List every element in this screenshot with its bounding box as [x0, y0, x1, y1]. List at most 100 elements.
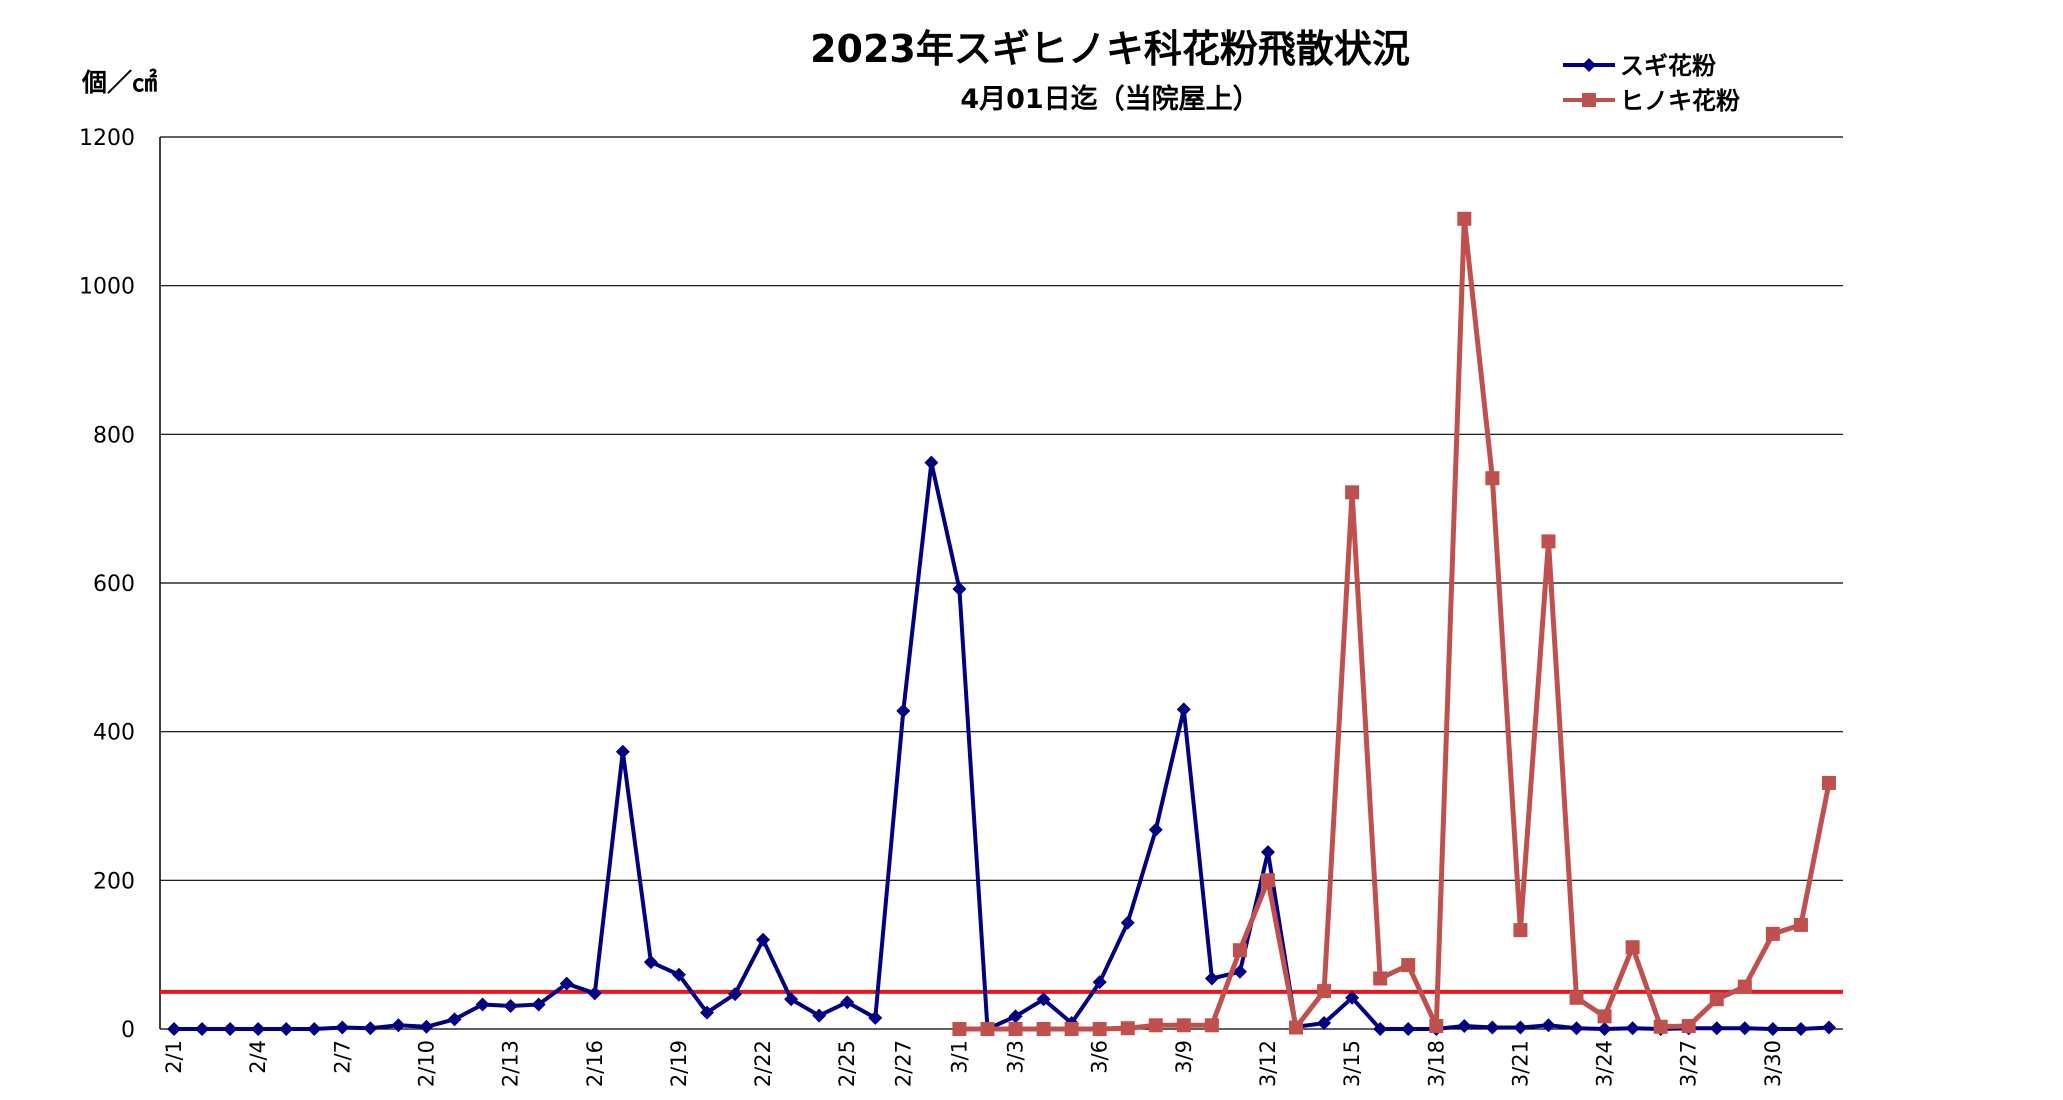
y-tick-label: 1200 [79, 126, 135, 151]
data-point [1148, 1018, 1163, 1033]
x-tick-label: 2/7 [330, 1040, 354, 1074]
data-point [1036, 992, 1051, 1007]
legend-label: スギ花粉 [1620, 52, 1716, 80]
data-point [1793, 1022, 1808, 1036]
data-point [1176, 1018, 1191, 1033]
data-point [1120, 915, 1135, 930]
data-point [896, 703, 911, 718]
data-point [1625, 1021, 1640, 1036]
axis-layer: 0 200 400 600 800 1000 1200 2/1 2/4 2/7 2/10 2/13 2/… [79, 126, 1785, 1087]
data-point [671, 967, 686, 982]
data-point [643, 955, 658, 970]
x-tick-label: 3/24 [1593, 1040, 1617, 1087]
data-point [1120, 1021, 1135, 1036]
data-point [1204, 971, 1219, 986]
data-point [1765, 1022, 1780, 1036]
data-point [1232, 943, 1247, 958]
data-point [1793, 917, 1808, 932]
data-point [1345, 485, 1360, 500]
data-point [980, 1022, 995, 1036]
data-point [195, 1022, 210, 1036]
data-point [1064, 1022, 1079, 1036]
data-point [1653, 1019, 1668, 1034]
data-point [447, 1012, 462, 1027]
x-tick-label: 2/25 [835, 1040, 859, 1087]
x-tick-label: 3/1 [947, 1040, 971, 1074]
data-point [391, 1018, 406, 1033]
y-tick-label: 0 [121, 1018, 135, 1043]
x-tick-label: 2/1 [162, 1040, 186, 1074]
data-point [503, 998, 518, 1013]
data-point [1457, 1019, 1472, 1034]
data-point [1569, 990, 1584, 1005]
data-point [1737, 1021, 1752, 1036]
data-point [279, 1022, 294, 1036]
data-point [531, 997, 546, 1012]
data-point [1260, 845, 1275, 860]
data-point [1821, 775, 1836, 790]
data-point [1485, 1020, 1500, 1035]
data-point [587, 986, 602, 1001]
data-point [1513, 1020, 1528, 1035]
x-tick-label: 3/3 [1004, 1040, 1028, 1074]
data-point [1429, 1019, 1444, 1034]
data-point [1401, 1022, 1416, 1036]
data-point [1232, 964, 1247, 979]
data-point [1485, 471, 1500, 486]
chart-title: 2023年スギヒノキ科花粉飛散状況 [810, 27, 1410, 71]
data-point [1373, 1022, 1388, 1036]
data-point [559, 976, 574, 991]
legend-label: ヒノキ花粉 [1620, 87, 1740, 115]
y-tick-label: 600 [93, 572, 135, 597]
x-tick-label: 2/22 [751, 1040, 775, 1087]
data-point [1260, 873, 1275, 888]
legend-item: ヒノキ花粉 [1563, 87, 1740, 115]
data-point [223, 1022, 238, 1036]
y-tick-label: 400 [93, 721, 135, 746]
grid-layer [160, 136, 1843, 1030]
data-point [1821, 1020, 1836, 1035]
chart-subtitle: 4月01日迄（当院屋上） [960, 83, 1259, 115]
x-tick-label: 3/12 [1256, 1040, 1280, 1087]
data-point [419, 1019, 434, 1034]
data-point [1765, 926, 1780, 941]
data-point [1317, 984, 1332, 999]
x-tick-label: 2/4 [246, 1040, 270, 1074]
y-tick-label: 200 [93, 869, 135, 894]
data-point [1092, 1022, 1107, 1036]
data-point [167, 1022, 182, 1036]
y-tick-label: 800 [93, 423, 135, 448]
data-point [1597, 1009, 1612, 1024]
data-point [251, 1022, 266, 1036]
data-point [1401, 958, 1416, 973]
data-point [1008, 1009, 1023, 1024]
data-point [1176, 702, 1191, 717]
series-layer [167, 211, 1836, 1036]
data-point [1709, 1021, 1724, 1036]
data-point [1681, 1019, 1696, 1034]
legend-marker [1582, 93, 1596, 107]
data-point [812, 1008, 827, 1023]
data-point [756, 932, 771, 947]
x-tick-label: 3/18 [1424, 1040, 1448, 1087]
data-point [1541, 534, 1556, 549]
series-line [959, 216, 1832, 1032]
series-line [174, 460, 1830, 1031]
series-sugi [167, 455, 1836, 1036]
data-point [1541, 1018, 1556, 1033]
series-hinoki [952, 211, 1836, 1036]
data-point [1597, 1022, 1612, 1036]
data-point [1092, 975, 1107, 990]
data-point [840, 995, 855, 1010]
x-tick-label: 3/27 [1677, 1040, 1701, 1087]
x-tick-label: 3/9 [1172, 1040, 1196, 1074]
data-point [475, 997, 490, 1012]
y-tick-label: 1000 [79, 275, 135, 300]
data-point [1036, 1022, 1051, 1036]
data-point [1289, 1020, 1304, 1035]
data-point [1317, 1016, 1332, 1031]
x-tick-label: 3/6 [1088, 1040, 1112, 1074]
